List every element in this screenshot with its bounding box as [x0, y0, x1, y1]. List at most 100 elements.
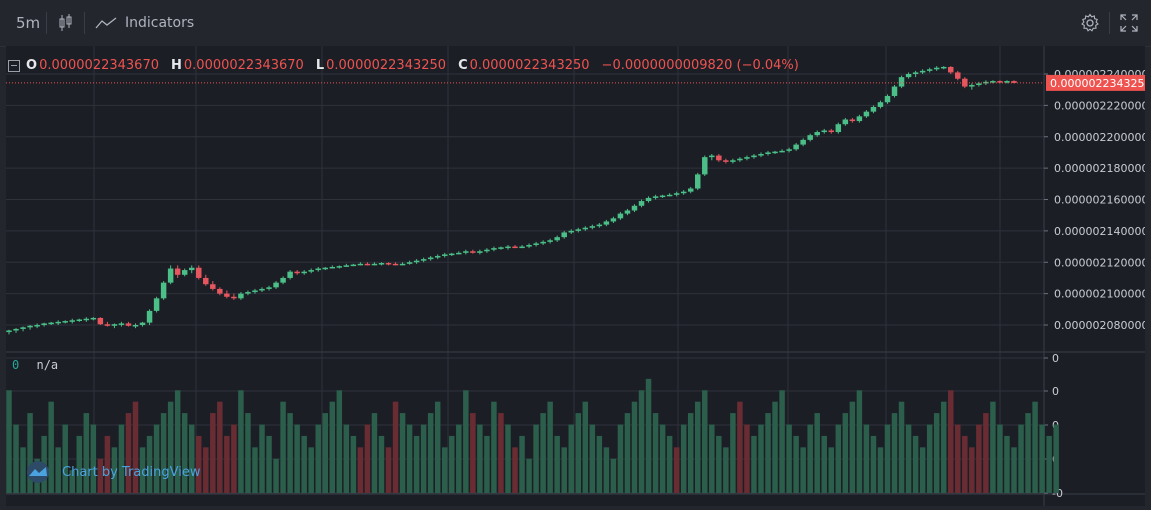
candle-body	[118, 323, 125, 325]
candle-body	[196, 267, 202, 278]
volume-bar	[174, 390, 181, 493]
price-volume-chart[interactable]: 0.00000224000000.00000222000000.00000220…	[6, 46, 1151, 506]
volume-bar	[758, 424, 764, 493]
candle-body	[652, 196, 659, 198]
volume-bar	[463, 390, 469, 493]
candle-body	[687, 188, 694, 192]
volume-bar	[55, 447, 61, 493]
candle-body	[940, 66, 947, 69]
candle-body	[259, 288, 265, 291]
interval-button[interactable]: 5m	[16, 0, 40, 46]
volume-bar	[519, 435, 525, 493]
candle-body	[997, 81, 1003, 83]
volume-bar	[884, 424, 891, 493]
candle-body	[512, 246, 518, 249]
volume-bar	[624, 413, 631, 493]
candle-body	[245, 292, 251, 294]
candle-body	[174, 268, 181, 275]
volume-value: 0	[12, 358, 20, 372]
candle-body	[807, 135, 813, 140]
candle-body	[617, 213, 624, 219]
volume-bar	[772, 401, 778, 493]
volume-bar	[807, 424, 813, 493]
volume-bar	[990, 401, 996, 493]
candle-body	[765, 152, 771, 155]
last-price-label: 0.0000022343250	[1050, 77, 1145, 90]
volume-bar	[139, 447, 146, 493]
candle-body	[41, 323, 47, 325]
candle-body	[477, 251, 483, 253]
candle-body	[540, 241, 546, 244]
volume-bar	[301, 435, 307, 493]
volume-bar	[1053, 424, 1059, 493]
volume-bar	[6, 390, 12, 493]
settings-button[interactable]	[1080, 0, 1100, 46]
volume-bar	[828, 447, 835, 493]
tradingview-watermark[interactable]: Chart by TradingView	[24, 461, 200, 483]
volume-bar	[153, 424, 160, 493]
volume-bar	[716, 435, 722, 493]
volume-bar	[638, 390, 645, 493]
volume-name: n/a	[36, 358, 59, 372]
volume-bar	[167, 401, 174, 493]
toolbar-divider	[84, 12, 85, 34]
indicators-icon	[95, 17, 117, 29]
collapse-legend-icon[interactable]	[8, 59, 20, 72]
volume-bar	[491, 401, 497, 493]
candle-body	[83, 318, 90, 321]
candle-body	[132, 325, 139, 327]
candle-body	[877, 102, 884, 107]
chart-panel[interactable]: 0.00000224000000.00000222000000.00000220…	[6, 46, 1151, 506]
candle-body	[484, 249, 490, 252]
volume-bar	[856, 390, 863, 493]
volume-bar	[132, 401, 139, 493]
volume-bar	[687, 413, 694, 493]
candle-body	[139, 322, 146, 325]
candle-body	[371, 263, 378, 266]
volume-bar	[814, 413, 820, 493]
volume-bar	[652, 413, 659, 493]
top-toolbar: 5m Indicators	[0, 0, 1151, 47]
volume-bar	[568, 424, 574, 493]
candle-body	[856, 116, 863, 122]
candle-body	[181, 270, 188, 275]
candle-style-button[interactable]	[58, 0, 74, 46]
volume-bar	[434, 401, 441, 493]
candle-body	[399, 263, 406, 266]
volume-bar	[610, 458, 617, 493]
candle-body	[153, 298, 160, 311]
candle-body	[568, 230, 574, 233]
low-label: L	[315, 58, 325, 73]
volume-bar	[266, 435, 272, 493]
fullscreen-button[interactable]	[1120, 0, 1138, 46]
indicators-button[interactable]: Indicators	[95, 0, 194, 46]
candle-body	[624, 210, 631, 214]
volume-bar	[737, 401, 743, 493]
volume-bar	[821, 435, 827, 493]
volume-bar	[273, 458, 279, 493]
candle-body	[34, 325, 40, 327]
volume-bar	[20, 447, 26, 493]
indicators-label: Indicators	[125, 15, 195, 31]
candle-body	[385, 263, 392, 265]
volume-bar	[498, 413, 504, 493]
candle-body	[69, 320, 75, 322]
toolbar-divider	[46, 12, 47, 34]
candle-body	[645, 197, 652, 202]
candle-body	[357, 263, 364, 266]
volume-bar	[919, 447, 926, 493]
volume-bar	[125, 413, 132, 493]
volume-bar	[294, 424, 300, 493]
volume-bar	[350, 435, 357, 493]
volume-bar	[69, 470, 75, 493]
candle-body	[969, 84, 975, 87]
candle-body	[420, 259, 427, 261]
candle-body	[294, 271, 300, 274]
volume-bar	[48, 401, 54, 493]
volume-bar	[456, 424, 462, 493]
volume-bar	[526, 458, 532, 493]
volume-bar	[561, 447, 567, 493]
volume-bar	[477, 424, 483, 493]
